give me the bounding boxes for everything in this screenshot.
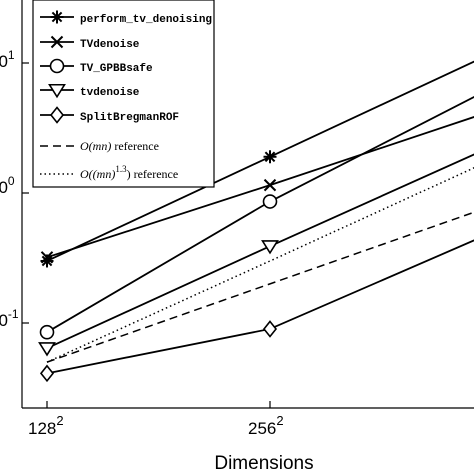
x-marker xyxy=(263,178,277,192)
legend-label: tvdenoise xyxy=(80,87,140,99)
y-tick-label: 101 xyxy=(0,48,15,71)
y-tick-label: 100 xyxy=(0,174,15,197)
series-group xyxy=(38,60,474,383)
triangle-marker xyxy=(38,342,56,357)
legend-label: SplitBregmanROF xyxy=(80,112,179,124)
asterisk-marker xyxy=(41,255,53,267)
x-marker xyxy=(40,251,54,264)
series-line xyxy=(46,211,474,363)
series xyxy=(46,211,474,363)
series xyxy=(38,153,474,357)
x-tick-labels: 1282 2562 xyxy=(28,413,284,438)
y-tick-labels: 101 100 10-1 xyxy=(0,48,19,330)
x-tick-label: 1282 xyxy=(28,413,64,438)
asterisk-marker xyxy=(264,151,276,163)
series xyxy=(39,96,474,340)
legend-label: O((mn)1.3) reference xyxy=(80,164,178,181)
ticks xyxy=(22,62,271,408)
diamond-marker xyxy=(39,364,55,383)
series xyxy=(46,167,474,363)
circle-marker xyxy=(49,58,65,74)
legend-box xyxy=(32,0,215,188)
y-tick-label: 10-1 xyxy=(0,307,19,330)
series-line xyxy=(46,239,474,375)
series xyxy=(40,116,474,264)
x-marker xyxy=(50,35,64,49)
legend-label: TVdenoise xyxy=(80,39,140,51)
circle-marker xyxy=(262,194,278,209)
circle-marker xyxy=(39,324,55,340)
x-axis-title: Dimensions xyxy=(214,453,313,474)
diamond-marker xyxy=(49,106,65,124)
legend-label: O(mn) reference xyxy=(80,139,159,153)
triangle-marker xyxy=(261,240,279,255)
legend-label: TV_GPBBsafe xyxy=(80,63,153,75)
asterisk-marker xyxy=(51,11,63,23)
axes xyxy=(21,0,474,409)
series-line xyxy=(46,167,474,363)
triangle-marker xyxy=(48,83,66,99)
x-tick-label: 2562 xyxy=(248,413,284,438)
series xyxy=(39,239,474,383)
legend: perform_tv_denoising TVdenoise TV_GPBBsa… xyxy=(32,0,215,188)
legend-samples xyxy=(40,10,74,175)
legend-label: perform_tv_denoising xyxy=(80,14,212,26)
diamond-marker xyxy=(262,320,278,338)
